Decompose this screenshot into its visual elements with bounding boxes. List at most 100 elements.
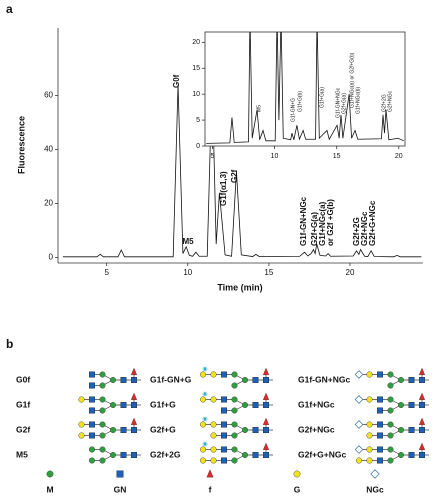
glycan-residue bbox=[210, 432, 217, 439]
glycan-residue bbox=[231, 371, 238, 378]
glycan-residue bbox=[231, 432, 238, 439]
glycan-residue bbox=[418, 442, 426, 450]
glycan-residue bbox=[366, 457, 373, 464]
glycan-residue bbox=[418, 417, 426, 425]
glycan-residue bbox=[387, 396, 394, 403]
glycan-residue bbox=[377, 407, 384, 414]
glycan-residue bbox=[231, 457, 238, 464]
peak-label: G1f-GN+NGc bbox=[299, 196, 308, 246]
glycan-residue bbox=[120, 377, 127, 384]
glycan-residue bbox=[252, 402, 259, 409]
glycan-residue bbox=[366, 446, 373, 453]
glycan-residue bbox=[263, 452, 270, 459]
y-tick-label: 0 bbox=[196, 143, 200, 150]
glycan-residue bbox=[387, 457, 394, 464]
glycan-residue bbox=[418, 392, 426, 400]
glycan-residue bbox=[387, 407, 394, 414]
glycan-residue bbox=[210, 457, 217, 464]
x-tick-label: 20 bbox=[346, 268, 355, 277]
glycan-residue bbox=[262, 417, 270, 425]
glycan-residue bbox=[231, 382, 238, 389]
glycan-residue bbox=[109, 427, 116, 434]
glycan-name: M5 bbox=[16, 449, 28, 459]
glycan-residue bbox=[366, 371, 373, 378]
glycan-residue bbox=[130, 452, 137, 459]
glycan-residue bbox=[88, 421, 95, 428]
peak-label: G1f+NGc(b) bbox=[355, 87, 361, 114]
inset-frame bbox=[204, 31, 406, 147]
glycan-residue bbox=[387, 446, 394, 453]
glycan-residue bbox=[398, 452, 405, 459]
y-tick-label: 40 bbox=[44, 145, 53, 154]
peak-label: G2f+NGc bbox=[387, 91, 393, 112]
glycan-residue bbox=[241, 452, 248, 459]
glycan-name: G2f+G+NGc bbox=[298, 449, 346, 459]
glycan-residue bbox=[252, 452, 259, 459]
glycan-residue bbox=[99, 421, 106, 428]
glycan-residue bbox=[109, 402, 116, 409]
chromatogram-line bbox=[206, 32, 404, 144]
glycan-residue bbox=[419, 377, 426, 384]
glycan-residue bbox=[262, 392, 270, 400]
glycan-residue bbox=[99, 371, 106, 378]
glycan-residue bbox=[120, 427, 127, 434]
key-label: G bbox=[294, 484, 301, 494]
glycan-residue bbox=[418, 367, 426, 375]
y-tick-label: 20 bbox=[192, 39, 200, 46]
peak-label: M5 bbox=[256, 105, 262, 112]
y-axis-label: Fluorescence bbox=[16, 116, 26, 174]
glycan-residue bbox=[120, 452, 127, 459]
peak-label: G2f bbox=[230, 169, 239, 183]
glycan-name: G0f bbox=[16, 374, 30, 384]
alpha-gal-mark bbox=[203, 416, 207, 422]
peak-label: G1f+NGc(a) bbox=[318, 201, 327, 246]
glycan-residue bbox=[220, 421, 227, 428]
x-tick-label: 15 bbox=[333, 153, 341, 160]
glycan-residue bbox=[419, 402, 426, 409]
glycan-residue bbox=[408, 377, 415, 384]
x-tick-label: 10 bbox=[271, 153, 279, 160]
glycan-residue bbox=[241, 427, 248, 434]
glycan-residue bbox=[220, 432, 227, 439]
glycan-residue bbox=[419, 452, 426, 459]
alpha-gal-mark bbox=[203, 441, 207, 447]
y-tick-label: 15 bbox=[192, 65, 200, 72]
glycan-residue bbox=[99, 407, 106, 414]
glycan-residue bbox=[398, 402, 405, 409]
glycan-residue bbox=[199, 446, 206, 453]
glycan-residue bbox=[387, 421, 394, 428]
peak-label: G2f+G(a) bbox=[341, 93, 347, 114]
peak-label: G0f bbox=[172, 74, 181, 88]
glycan-residue bbox=[130, 392, 138, 400]
glycan-residue bbox=[398, 377, 405, 384]
glycan-residue bbox=[366, 432, 373, 439]
glycan-residue bbox=[377, 457, 384, 464]
glycan-residue bbox=[109, 377, 116, 384]
glycan-residue bbox=[199, 421, 206, 428]
glycan-residue bbox=[199, 457, 206, 464]
glycan-residue bbox=[99, 457, 106, 464]
alpha-gal-mark bbox=[203, 366, 207, 372]
glycan-residue bbox=[130, 402, 137, 409]
glycan-residue bbox=[387, 432, 394, 439]
x-axis-label: Time (min) bbox=[217, 282, 262, 292]
panel-label: b bbox=[6, 337, 13, 351]
peak-label: G1f+NGc(a) or G2f+G(b) bbox=[349, 52, 355, 108]
x-tick-label: 10 bbox=[183, 268, 192, 277]
x-tick-label: 5 bbox=[104, 268, 109, 277]
glycan-residue bbox=[293, 470, 301, 478]
glycan-residue bbox=[354, 420, 364, 429]
peak-label: G1f(α1,3) bbox=[219, 171, 228, 206]
glycan-residue bbox=[220, 457, 227, 464]
glycan-residue bbox=[252, 377, 259, 384]
glycan-residue bbox=[199, 396, 206, 403]
glycan-residue bbox=[88, 396, 95, 403]
panel-label: a bbox=[6, 2, 13, 16]
glycan-residue bbox=[99, 432, 106, 439]
glycan-residue bbox=[354, 445, 364, 454]
glycan-residue bbox=[377, 421, 384, 428]
glycan-residue bbox=[88, 407, 95, 414]
x-tick-label: 15 bbox=[264, 268, 273, 277]
glycan-residue bbox=[130, 417, 138, 425]
glycan-residue bbox=[99, 446, 106, 453]
